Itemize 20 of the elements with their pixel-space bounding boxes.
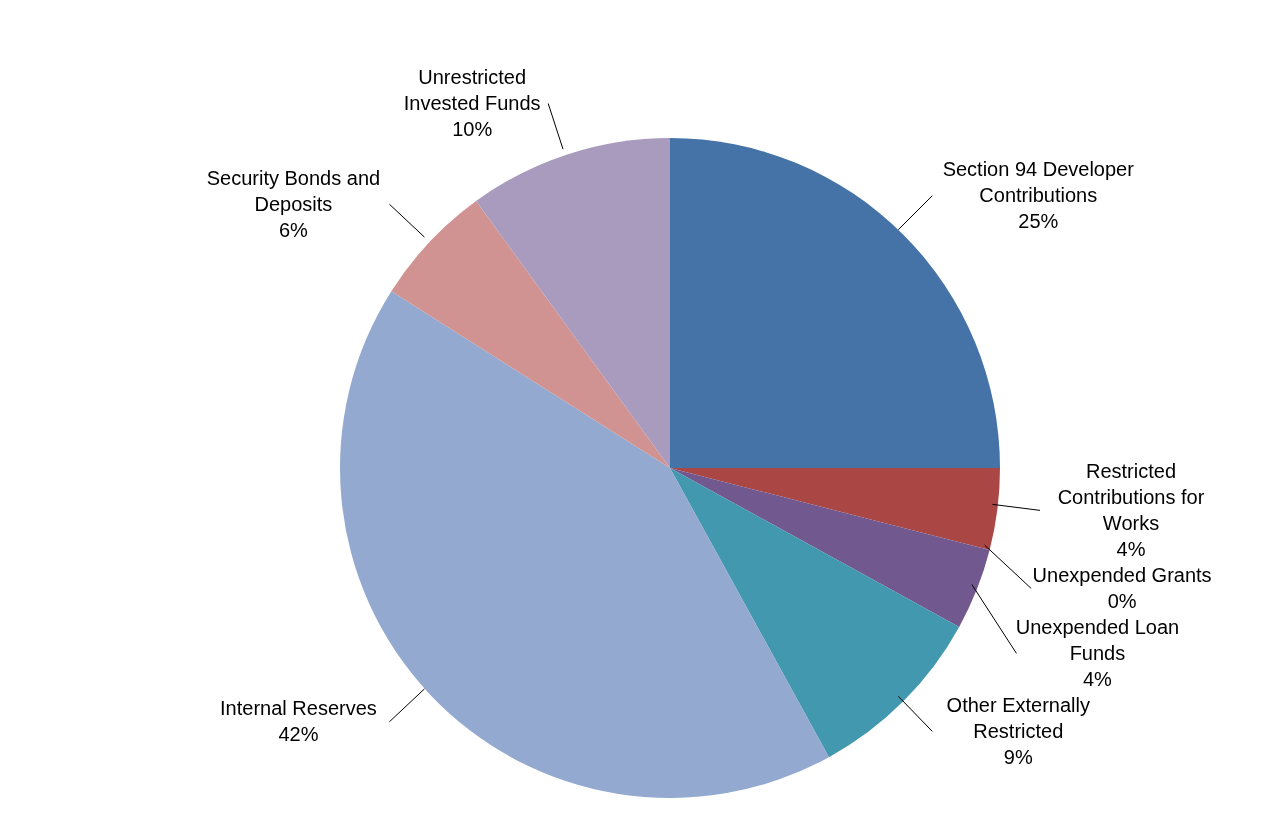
data-label: 10%	[452, 118, 493, 140]
pie-slice	[476, 138, 670, 468]
data-label: 9%	[1003, 745, 1033, 768]
slice-label: Restricted Contributions for Works	[1057, 459, 1205, 534]
slice-label: Section 94 Developer Contributions	[942, 158, 1135, 207]
data-label: 4%	[1116, 537, 1146, 560]
text: 0%	[1107, 589, 1137, 612]
pie-slice	[670, 468, 990, 627]
data-label: 25%	[1018, 210, 1059, 233]
data-label: 4%	[1083, 667, 1113, 690]
slice-label: Internal Reserves	[220, 697, 377, 720]
data-label: 42%	[278, 723, 319, 746]
legend-label: Unexpended Grants	[1032, 563, 1212, 586]
data-label: 6%	[279, 218, 309, 241]
slice-label: Security Bonds and Deposits	[206, 166, 381, 215]
slice-label: Unexpended Loan Funds	[1015, 615, 1180, 664]
slice-label: Unrestricted Invested Funds	[403, 66, 541, 114]
slice-label: Other Externally Restricted	[946, 693, 1090, 742]
pie-slice	[391, 201, 670, 468]
pie-slice	[670, 468, 1000, 551]
